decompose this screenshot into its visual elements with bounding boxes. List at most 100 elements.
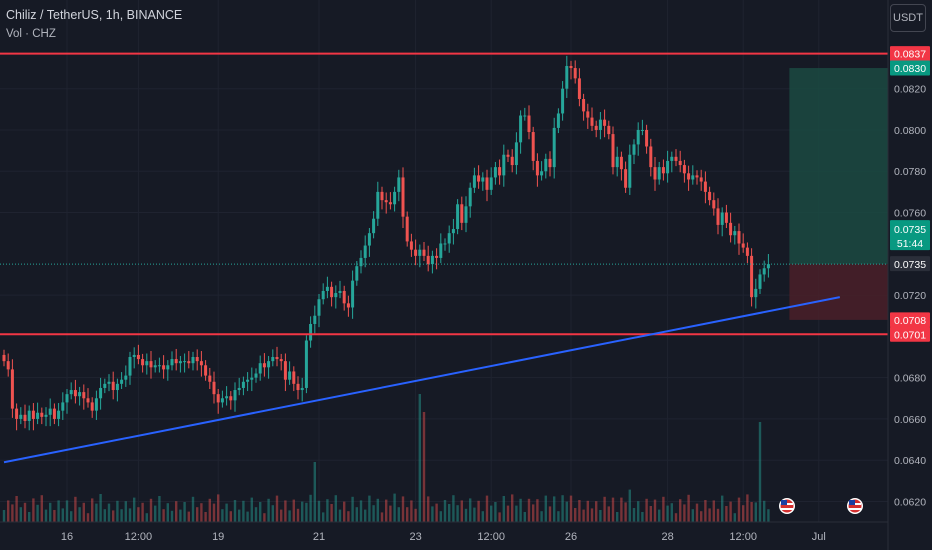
us-flag-event-icon[interactable] (847, 498, 863, 514)
candle-body (767, 264, 770, 268)
candle-body (570, 66, 573, 68)
candle-body (490, 177, 493, 189)
volume-bar (78, 507, 80, 522)
candle-body (171, 359, 174, 365)
candle-body (645, 130, 648, 147)
volume-bar (767, 509, 769, 522)
candle-body (637, 130, 640, 144)
volume-bar (385, 500, 387, 522)
volume-bar (209, 499, 211, 522)
volume-bar (641, 512, 643, 522)
us-flag-event-icon[interactable] (779, 498, 795, 514)
volume-bar (482, 511, 484, 522)
candle-body (452, 229, 455, 233)
candle-body (355, 266, 358, 280)
volume-bar (196, 507, 198, 522)
volume-bar (154, 506, 156, 522)
volume-bar (305, 503, 307, 522)
candle-body (414, 250, 417, 256)
candle-body (607, 126, 610, 134)
volume-bar (612, 498, 614, 522)
volume-bar (28, 512, 30, 522)
candle-body (544, 159, 547, 171)
volume-bar (297, 509, 299, 522)
y-tick-label: 0.0800 (894, 125, 926, 137)
candle-body (347, 303, 350, 307)
candle-body (712, 200, 715, 208)
volume-bar (238, 510, 240, 522)
volume-bar (683, 504, 685, 522)
x-tick-label: 19 (212, 531, 224, 543)
volume-bar (393, 494, 395, 522)
candle-body (78, 392, 81, 396)
volume-bar (200, 503, 202, 522)
volume-bar (738, 498, 740, 522)
candle-body (549, 159, 552, 167)
volume-bar (633, 508, 635, 522)
volume-bar (435, 504, 437, 522)
volume-bar (24, 503, 26, 522)
candle-body (649, 146, 652, 167)
candle-body (603, 120, 606, 126)
volume-bar (225, 504, 227, 522)
candle-body (339, 291, 342, 293)
candle-body (15, 409, 18, 419)
volume-bar (650, 506, 652, 522)
volume-bar (162, 509, 164, 522)
candle-body (670, 157, 673, 161)
volume-bar (230, 511, 232, 522)
candle-body (250, 378, 253, 380)
volume-bar (616, 512, 618, 522)
candle-body (343, 291, 346, 303)
candle-body (326, 287, 329, 291)
volume-bar (234, 500, 236, 522)
volume-bar (645, 499, 647, 522)
candle-body (662, 167, 665, 173)
currency-button[interactable]: USDT (890, 4, 926, 32)
flag-stripe (849, 508, 861, 510)
volume-bar (167, 503, 169, 522)
volume-bar (410, 500, 412, 522)
countdown-label: 51:44 (897, 238, 923, 250)
volume-bar (49, 503, 51, 522)
volume-bar (179, 510, 181, 522)
volume-bar (343, 502, 345, 522)
candle-body (305, 340, 308, 387)
volume-bar (398, 507, 400, 522)
volume-bar (679, 499, 681, 522)
volume-bar (364, 510, 366, 522)
candle-body (427, 256, 430, 264)
volume-bar (708, 508, 710, 522)
candle-body (53, 409, 56, 419)
candle-body (372, 219, 375, 233)
candle-body (444, 243, 447, 244)
volume-bar (53, 510, 55, 522)
y-tick-label: 0.0760 (894, 208, 926, 220)
volume-bar (246, 512, 248, 522)
volume-bar (486, 496, 488, 522)
volume-bar (99, 494, 101, 522)
candle-body (91, 402, 94, 410)
volume-bar (725, 506, 727, 522)
volume-bar (251, 498, 253, 522)
support-price-tag: 0.0701 (894, 329, 926, 341)
candle (456, 199, 459, 234)
candle-body (523, 116, 526, 117)
candle-body (116, 384, 119, 390)
candle-body (183, 361, 186, 362)
candle-body (540, 171, 543, 175)
candle-body (515, 142, 518, 165)
volume-bar (322, 512, 324, 522)
candle-body (175, 359, 178, 363)
volume-bar (95, 504, 97, 522)
stop-price-tag: 0.0708 (894, 315, 926, 327)
volume-bar (20, 507, 22, 522)
candle-body (729, 223, 732, 235)
candle-body (763, 268, 766, 274)
volume-bar (570, 496, 572, 522)
candle-body (95, 398, 98, 410)
candle-body (683, 165, 686, 173)
candle-body (536, 161, 539, 175)
